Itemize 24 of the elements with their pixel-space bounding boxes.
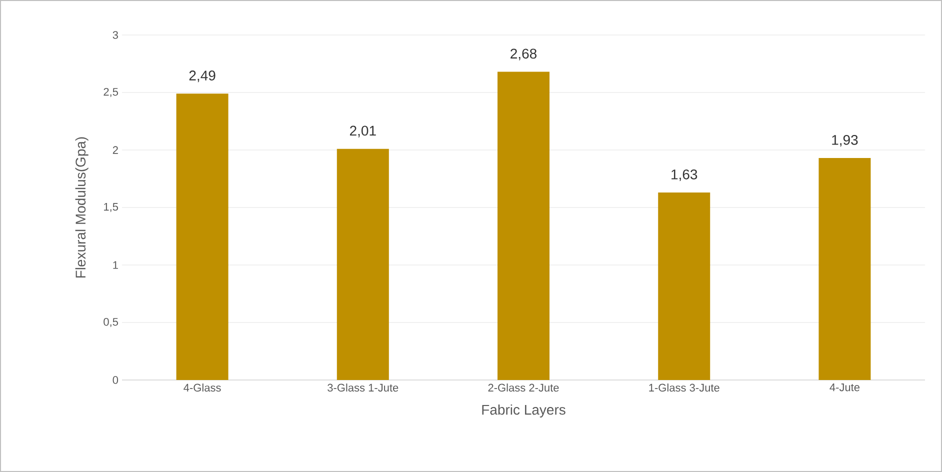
x-tick-label: 4-Glass	[184, 384, 221, 392]
bar	[176, 94, 228, 380]
y-tick-label: 1,5	[104, 203, 118, 212]
x-tick-label: 4-Jute	[830, 384, 860, 392]
x-axis-title: Fabric Layers	[482, 404, 566, 418]
data-label: 2,49	[189, 70, 216, 82]
bar	[658, 192, 710, 380]
y-tick-label: 0	[112, 376, 118, 384]
y-tick-label: 2,5	[104, 88, 118, 98]
data-label: 2,68	[510, 48, 537, 60]
bar	[818, 158, 871, 380]
y-tick-label: 1	[113, 261, 118, 269]
x-tick-label: 2-Glass 2-Jute	[488, 384, 559, 392]
bar	[498, 72, 550, 380]
data-label: 1,93	[832, 134, 858, 147]
bar	[336, 148, 389, 380]
x-tick-label: 1-Glass 3-Jute	[649, 384, 720, 392]
x-tick-label: 3-Glass 1-Jute	[328, 384, 398, 392]
y-tick-label: 2	[112, 146, 118, 154]
data-label: 2,01	[350, 126, 376, 138]
y-axis-title: Flexural Modulus(Gpa)	[75, 137, 88, 278]
y-tick-label: 0,5	[104, 318, 118, 328]
data-label: 1,63	[672, 169, 698, 182]
y-tick-label: 3	[112, 31, 118, 39]
